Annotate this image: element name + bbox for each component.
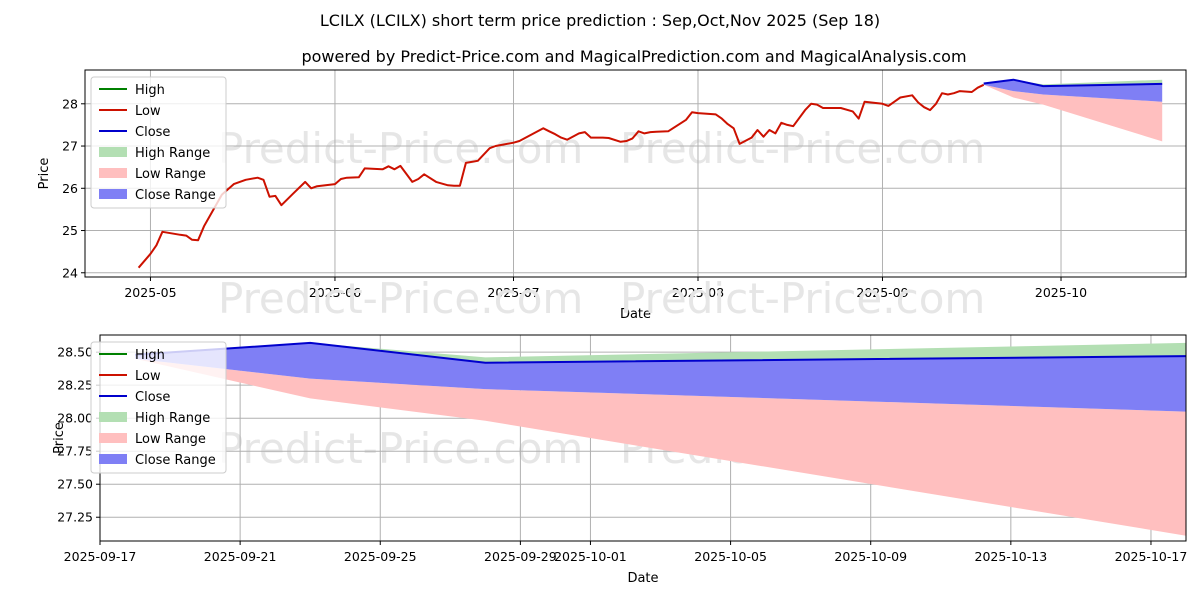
y-tick-label: 27.75 bbox=[57, 444, 93, 459]
legend-swatch bbox=[99, 433, 127, 443]
y-tick-label: 27.50 bbox=[57, 477, 93, 492]
watermark: Predict-Price.com bbox=[620, 124, 985, 173]
y-tick-label: 27.25 bbox=[57, 510, 93, 525]
x-tick-label: 2025-10-17 bbox=[1115, 549, 1188, 564]
legend-label: High Range bbox=[135, 411, 210, 426]
legend-swatch bbox=[99, 147, 127, 157]
low-range-band bbox=[983, 84, 1163, 142]
low-line bbox=[137, 83, 985, 269]
close-line bbox=[983, 78, 1163, 88]
legend-label: High bbox=[135, 348, 165, 363]
x-tick-label: 2025-10-09 bbox=[834, 549, 907, 564]
y-axis-label: Price bbox=[52, 422, 67, 454]
y-tick-label: 28.00 bbox=[57, 411, 93, 426]
legend-label: Low Range bbox=[135, 432, 206, 447]
x-tick-label: 2025-10 bbox=[1035, 285, 1087, 300]
legend-label: Close bbox=[135, 390, 170, 405]
y-tick-label: 25 bbox=[62, 223, 78, 238]
legend-swatch bbox=[99, 454, 127, 464]
top-panel: Predict-Price.com Predict-Price.com2025-0… bbox=[37, 69, 1187, 323]
close-range-band bbox=[135, 342, 1186, 412]
x-tick-label: 2025-09-17 bbox=[64, 549, 137, 564]
chart-title: LCILX (LCILX) short term price predictio… bbox=[320, 11, 880, 30]
x-tick-label: 2025-10-13 bbox=[975, 549, 1048, 564]
chart-subtitle: powered by Predict-Price.com and Magical… bbox=[301, 47, 966, 66]
y-axis-label: Price bbox=[37, 158, 52, 190]
x-tick-label: 2025-09 bbox=[856, 285, 908, 300]
x-tick-label: 2025-09-21 bbox=[204, 549, 277, 564]
watermark: Predict-Price.com bbox=[620, 274, 985, 323]
x-tick-label: 2025-09-29 bbox=[484, 549, 557, 564]
x-tick-label: 2025-08 bbox=[672, 285, 724, 300]
y-tick-label: 28.25 bbox=[57, 378, 93, 393]
x-tick-label: 2025-05 bbox=[124, 285, 176, 300]
y-tick-label: 24 bbox=[62, 265, 78, 280]
x-tick-label: 2025-10-01 bbox=[554, 549, 627, 564]
legend-label: Close Range bbox=[135, 188, 216, 203]
legend-swatch bbox=[99, 168, 127, 178]
x-tick-label: 2025-07 bbox=[487, 285, 539, 300]
legend-label: Low bbox=[135, 369, 161, 384]
legend-label: Close bbox=[135, 125, 170, 140]
bottom-panel: Predict-Price.comPredict-Price.com2025-0… bbox=[52, 334, 1188, 586]
x-tick-label: 2025-09-25 bbox=[344, 549, 417, 564]
y-tick-label: 28 bbox=[62, 96, 78, 111]
x-tick-label: 2025-06 bbox=[309, 285, 361, 300]
y-tick-label: 28.50 bbox=[57, 345, 93, 360]
y-tick-label: 27 bbox=[62, 139, 78, 154]
legend-label: High Range bbox=[135, 146, 210, 161]
plot-frame bbox=[84, 69, 1187, 278]
legend-label: Low bbox=[135, 104, 161, 119]
x-tick-label: 2025-10-05 bbox=[694, 549, 767, 564]
x-axis-label: Date bbox=[627, 571, 658, 586]
legend-swatch bbox=[99, 412, 127, 422]
y-tick-label: 26 bbox=[62, 181, 78, 196]
legend-label: Low Range bbox=[135, 167, 206, 182]
legend-swatch bbox=[99, 189, 127, 199]
watermark: Predict-Price.com bbox=[218, 424, 583, 473]
watermark: Predict-Price.com bbox=[218, 124, 583, 173]
legend-label: Close Range bbox=[135, 453, 216, 468]
watermark: Predict-Price.com bbox=[218, 274, 583, 323]
low-range-band bbox=[135, 358, 1186, 536]
x-axis-label: Date bbox=[620, 307, 651, 322]
legend-label: High bbox=[135, 83, 165, 98]
